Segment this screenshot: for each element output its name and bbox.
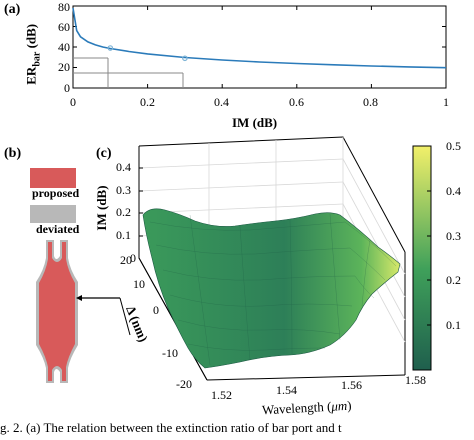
panel-c-xlabel-unit: μm xyxy=(330,397,348,414)
panel-c-ztick: 0.2 xyxy=(116,205,131,219)
panel-a-xtick: 0.4 xyxy=(214,95,229,109)
panel-b-label: (b) xyxy=(4,146,22,161)
panel-c-grid xyxy=(138,137,406,343)
panel-a-yticks xyxy=(73,5,446,89)
panel-a-xtick: 0 xyxy=(70,95,76,109)
delta-arrow-head xyxy=(76,295,82,301)
panel-a-curve xyxy=(72,7,447,69)
panel-c-xlabel-text: Wavelength ( xyxy=(261,398,332,418)
panel-a-xticks xyxy=(72,6,447,88)
panel-c-ztick: 0.1 xyxy=(116,228,131,242)
panel-c-zlabel: IM (dB) xyxy=(94,185,109,231)
panel-c-ytick: -20 xyxy=(176,377,192,391)
panel-a-guides xyxy=(73,57,184,88)
panel-a-xtick: 1 xyxy=(443,95,449,109)
panel-a-marker xyxy=(182,55,188,62)
panel-c-ytick: 10 xyxy=(133,277,145,291)
colorbar-tick: 0.4 xyxy=(446,184,461,198)
colorbar-tick: 0.5 xyxy=(446,139,461,153)
panel-a-ytick: 0 xyxy=(64,81,70,95)
panel-a-xtick: 0.2 xyxy=(140,95,155,109)
colorbar-ticks xyxy=(427,145,431,326)
panel-c-xtick: 1.56 xyxy=(341,378,362,392)
panel-a-ylabel-unit: (dB) xyxy=(23,23,39,49)
panel-c-xtick: 1.58 xyxy=(405,373,426,387)
panel-c-xtick: 1.54 xyxy=(276,383,297,397)
im-surface xyxy=(142,208,401,369)
proposed-shape xyxy=(39,242,75,381)
panel-c-xtick: 1.52 xyxy=(211,388,232,402)
colorbar-tick: 0.2 xyxy=(446,273,461,287)
panel-c-xlabel: Wavelength (μm) xyxy=(262,398,352,419)
colorbar-tick: 0.1 xyxy=(446,318,461,332)
panel-a-xtick: 0.6 xyxy=(289,95,304,109)
panel-c-ztick: 0 xyxy=(130,251,136,265)
panel-a-marker xyxy=(107,45,114,51)
panel-c-box xyxy=(138,136,406,381)
panel-c-ztick: 0.4 xyxy=(116,160,131,174)
panel-c-ytick: -10 xyxy=(162,346,178,360)
colorbar-tick: 0.3 xyxy=(446,229,461,243)
panel-a-ytick: 80 xyxy=(58,0,70,14)
panel-a-xtick: 0.8 xyxy=(363,95,378,109)
panel-a-xlabel: IM (dB) xyxy=(232,115,278,130)
legend-deviated-swatch xyxy=(30,205,76,223)
panel-a-ylabel-main: ER xyxy=(23,66,39,85)
deviated-shape xyxy=(36,240,78,383)
panel-c-ylabel: Δ (nm) xyxy=(123,303,152,344)
panel-c-ztick: 0.3 xyxy=(116,183,131,197)
panel-a-ytick: 60 xyxy=(58,20,70,34)
colorbar xyxy=(412,145,432,371)
panel-c-xlabel-close: ) xyxy=(346,397,352,413)
panel-c-zticks xyxy=(139,167,143,237)
panel-a-ylabel-sub: bar xyxy=(31,51,43,67)
panel-a-ytick: 40 xyxy=(58,40,70,54)
legend-deviated-label: deviated xyxy=(36,222,80,236)
panel-a-ytick: 20 xyxy=(58,60,70,74)
legend-proposed-label: proposed xyxy=(32,186,80,200)
panel-a-label: (a) xyxy=(4,2,21,17)
panel-c-label: (c) xyxy=(96,146,112,161)
panel-a-ylabel: ERbar (dB) xyxy=(24,19,43,89)
surface-mesh xyxy=(149,213,397,366)
panel-c-ytick: 20 xyxy=(120,253,132,267)
legend-proposed-swatch xyxy=(30,168,76,188)
panel-c-ytick: 0 xyxy=(153,303,159,317)
panel-a-axes-box xyxy=(72,5,447,89)
figure-caption: g. 2. (a) The relation between the extin… xyxy=(0,420,342,435)
